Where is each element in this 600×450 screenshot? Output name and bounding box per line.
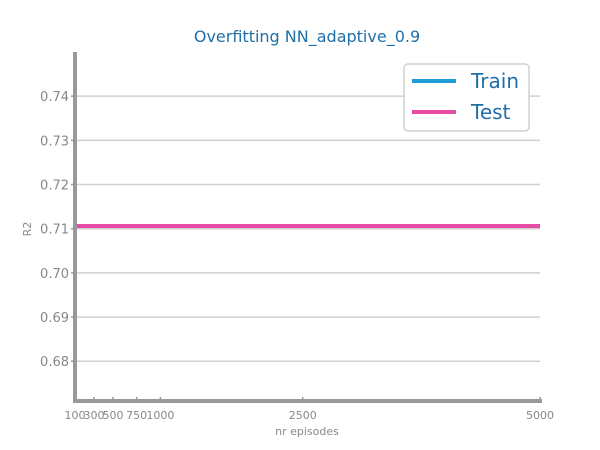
x-tick-label: 1000: [146, 409, 174, 422]
y-tick-label: 0.70: [40, 267, 69, 282]
x-tick-label: 2500: [289, 409, 317, 422]
grid-lines: [75, 95, 540, 362]
axes: [73, 52, 542, 403]
x-tick-label: 500: [102, 409, 123, 422]
x-tick-label: 5000: [526, 409, 554, 422]
x-tick-label: 300: [83, 409, 104, 422]
legend-label-test: Test: [470, 100, 511, 124]
y-axis-label: R2: [21, 222, 34, 237]
legend: Train Test: [403, 63, 530, 132]
x-axis-label: nr episodes: [275, 425, 339, 438]
y-axis-ticks: 0.68 0.69 0.70 0.71 0.72 0.73 0.74: [40, 90, 75, 370]
y-tick-label: 0.73: [40, 134, 69, 149]
y-tick-label: 0.69: [40, 311, 69, 326]
y-tick-label: 0.68: [40, 355, 69, 370]
y-tick-label: 0.74: [40, 90, 69, 105]
y-tick-label: 0.71: [40, 223, 69, 238]
x-tick-label: 100: [65, 409, 86, 422]
legend-label-train: Train: [470, 69, 519, 93]
x-tick-label: 750: [126, 409, 147, 422]
chart-title: Overfitting NN_adaptive_0.9: [194, 27, 420, 47]
y-tick-label: 0.72: [40, 179, 69, 194]
